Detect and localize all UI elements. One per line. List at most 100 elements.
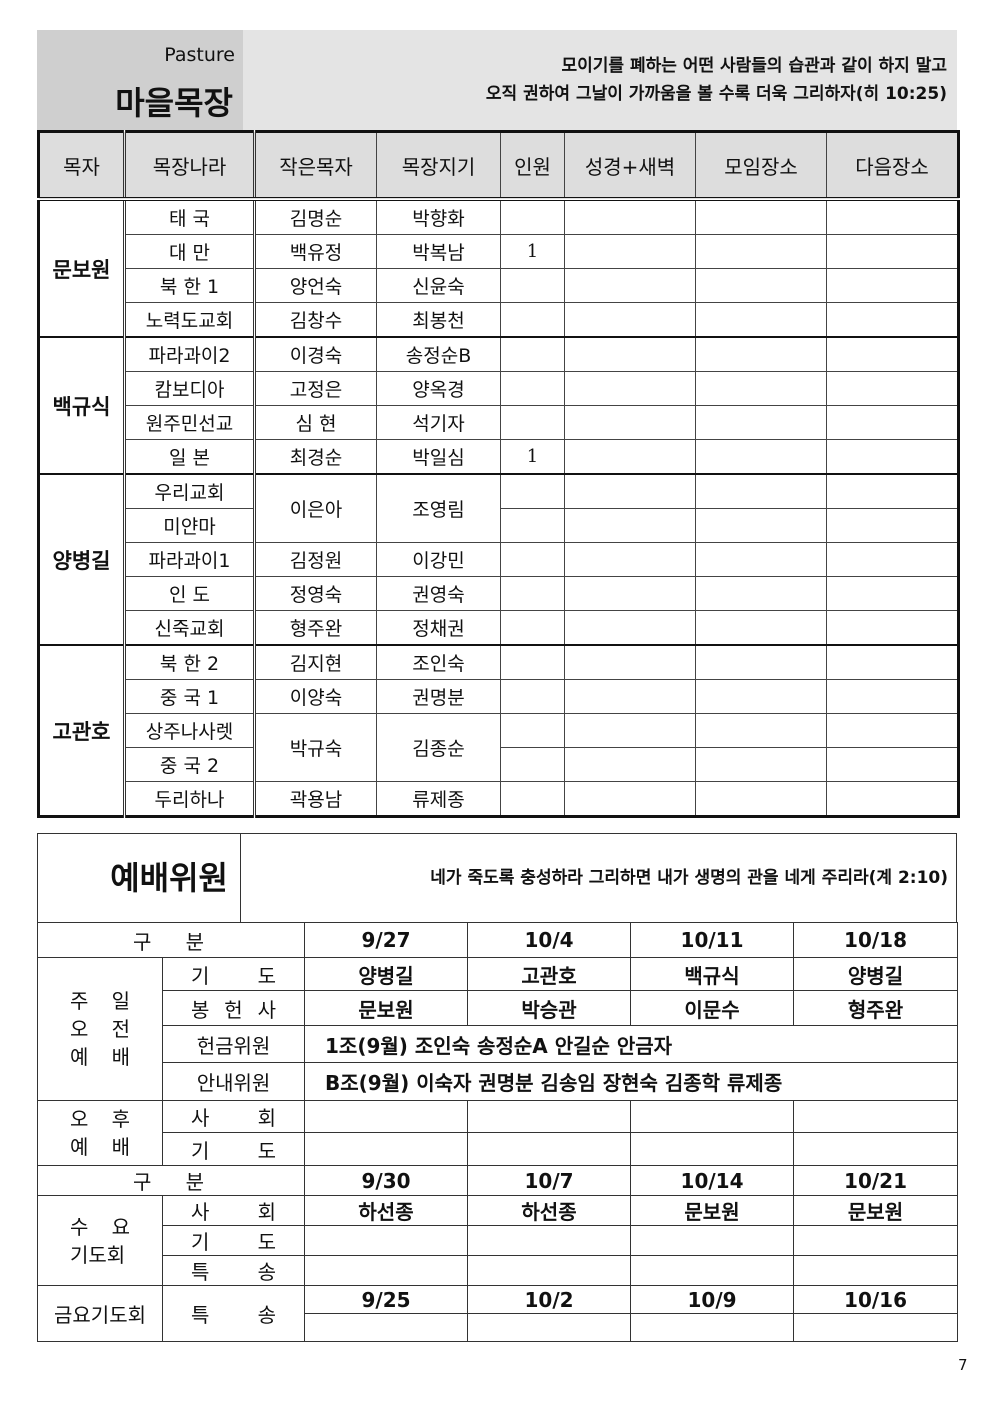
date: 10/21 [793,1165,959,1196]
count-cell [500,371,565,406]
count-cell [500,508,565,543]
empty-cell [467,1100,632,1133]
empty-cell [467,1313,632,1342]
group-label: 금요기도회 [37,1285,163,1342]
keeper: 박일심 [376,439,501,475]
small-shepherd: 김정원 [254,542,377,577]
section-label: 구 분 [36,1165,306,1196]
small-shepherd: 백유정 [254,234,377,269]
small-shepherd: 정영숙 [254,576,377,611]
group-label-line: 기도회 [70,1242,126,1267]
count-cell [500,473,565,509]
row: 양병길 우리교회 이은아 조영림 [38,473,959,646]
assignee: 형주완 [793,990,959,1026]
nation: 두리하나 [124,781,256,817]
empty-cell [793,1313,959,1342]
empty-cell [695,268,827,303]
empty-cell [564,473,696,509]
assignee: 박승관 [467,990,632,1026]
pasture-table: 목자 목장나라 작은목자 목장지기 인원 성경+새벽 모임장소 다음장소 문보원 태 국 김명순 박향… [37,130,960,818]
count-cell [500,268,565,303]
empty-cell [826,781,959,817]
empty-cell [695,644,827,680]
count-cell [500,576,565,611]
row-label: 특 송 [161,1285,306,1342]
row: 특 송 [38,1255,959,1286]
count-cell [500,713,565,748]
assignees: B조(9월) 이숙자 권명분 김송임 장현숙 김종학 류제종 [304,1062,959,1101]
column-header: 다음장소 [826,131,959,201]
small-shepherd: 이은아 [254,473,377,543]
small-shepherd: 최경순 [254,439,377,475]
count-cell [500,542,565,577]
count-cell [500,405,565,440]
row: 금요기도회 특 송 9/25 10/2 10/9 10/16 [37,1285,959,1342]
verse-line: 오직 권하여 그날이 가까움을 볼 수록 더욱 그리하자(히 10:25) [485,84,947,104]
date: 10/4 [467,922,632,958]
group-label-line: 예 배 [70,1135,130,1159]
page-number: 7 [958,1356,968,1374]
nation: 캄보디아 [124,371,256,406]
row: 고관호 북 한 2 김지현 조인숙 [38,644,959,817]
empty-cell [826,371,959,406]
empty-cell [826,713,959,748]
row-label: 기 도 [161,1132,306,1166]
date: 9/25 [304,1285,469,1314]
leader: 고관호 [38,644,126,817]
assignee: 양병길 [793,957,959,991]
assignee: 문보원 [304,990,469,1026]
assignee: 이문수 [630,990,795,1026]
row-label: 헌금위원 [161,1025,306,1063]
keeper: 박향화 [376,198,501,235]
column-header: 모임장소 [695,131,827,201]
small-shepherd: 김지현 [254,644,377,680]
row-label: 기 도 [161,957,306,991]
keeper: 최봉천 [376,302,501,338]
count: 1 [500,234,565,269]
nation: 북 한 2 [124,644,256,680]
title: 마을목장 [115,84,233,122]
column-header: 성경+새벽 [564,131,696,201]
empty-cell [564,371,696,406]
subtitle: Pasture [164,44,235,66]
empty-cell [695,473,827,509]
small-shepherd: 박규숙 [254,713,377,782]
nation: 원주민선교 [124,405,256,440]
column-header: 인원 [500,131,565,201]
nation: 중 국 1 [124,679,256,714]
row: 북 한 1 양언숙 신윤숙 [39,268,959,303]
nation: 상주나사렛 [124,713,256,748]
row-label: 봉 헌 사 [161,990,306,1026]
group-label-line: 오 후 [70,1107,130,1131]
empty-cell [826,576,959,611]
assignee: 문보원 [793,1195,959,1226]
empty-cell [695,610,827,646]
empty-cell [695,713,827,748]
row: 기 도 [38,1132,959,1166]
date: 10/11 [630,922,795,958]
column-header: 목장지기 [376,131,501,201]
empty-cell [630,1132,795,1166]
row-label: 안내위원 [161,1062,306,1101]
row: 헌금위원 1조(9월) 조인숙 송정순A 안길순 안금자 [38,1025,959,1063]
row: 신죽교회 형주완 정채권 [39,610,959,646]
small-shepherd: 심 현 [254,405,377,440]
keeper: 조영림 [376,473,501,543]
row-label: 사 회 [161,1195,306,1226]
empty-cell [564,747,696,782]
empty-cell [564,405,696,440]
small-shepherd: 고정은 [254,371,377,406]
column-header: 작은목자 [254,131,377,201]
count-cell [500,679,565,714]
empty-cell [695,234,827,269]
empty-cell [793,1225,959,1256]
keeper: 권명분 [376,679,501,714]
empty-cell [564,679,696,714]
empty-cell [564,576,696,611]
empty-cell [695,781,827,817]
assignee: 하선종 [304,1195,469,1226]
